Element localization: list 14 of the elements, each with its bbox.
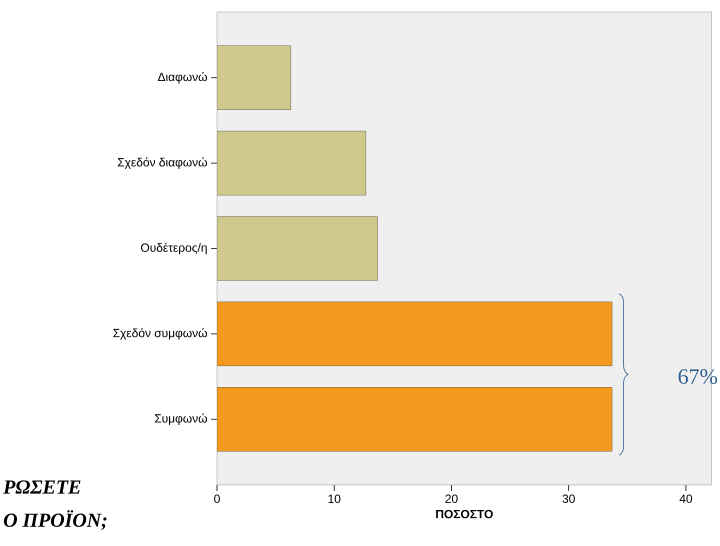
y-tick-label: Διαφωνώ: [158, 72, 207, 84]
y-tick-label: Σχεδόν διαφωνώ: [118, 157, 207, 169]
annotation: 67%: [678, 369, 718, 384]
x-tick-label: 30: [562, 494, 575, 503]
x-tick-label: 0: [214, 494, 220, 503]
x-tick-label: 20: [445, 494, 458, 503]
x-axis-title: ΠΟΣΟΣΤΟ: [436, 510, 493, 518]
y-tick-label: Σχεδόν συμφωνώ: [113, 328, 207, 340]
y-tick-label: Ουδέτερος/η: [140, 242, 207, 254]
text: ΡΩΣΕΤΕ: [3, 480, 80, 494]
x-tick-label: 40: [680, 494, 692, 503]
x-tick-label: 10: [328, 494, 340, 503]
y-tick-label: Συμφωνώ: [154, 414, 207, 426]
text: Ο ΠΡΟΪΟΝ;: [4, 510, 106, 530]
